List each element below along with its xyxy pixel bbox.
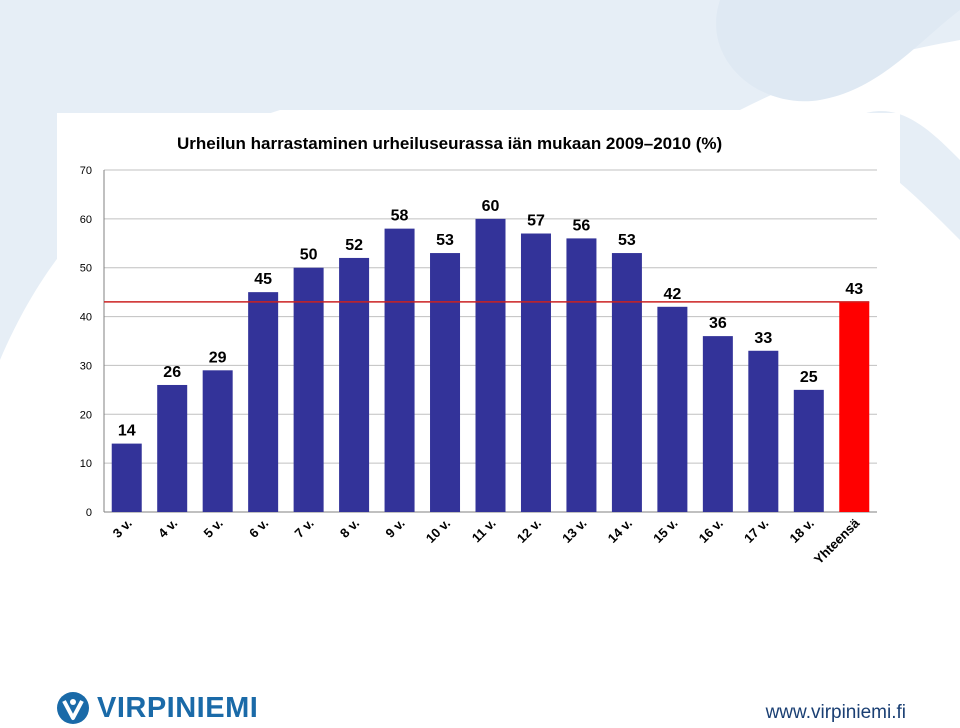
logo-mark-icon: [57, 692, 89, 724]
virpiniemi-logo: VIRPINIEMI: [55, 688, 258, 728]
bar: [293, 267, 324, 512]
bar: [157, 384, 188, 512]
x-tick-label: 4 v.: [155, 516, 180, 541]
data-label: 50: [300, 247, 318, 264]
logo-text: VIRPINIEMI: [97, 691, 259, 724]
bar: [611, 253, 642, 513]
bar: [111, 443, 142, 512]
y-tick-label: 20: [80, 409, 92, 421]
x-tick-label: 5 v.: [201, 516, 226, 541]
data-label: 52: [345, 237, 363, 254]
x-tick-label: 15 v.: [650, 516, 680, 546]
x-tick-label: Yhteensä: [811, 515, 863, 567]
bar: [339, 257, 370, 512]
bar: [566, 238, 597, 512]
x-tick-label: 7 v.: [291, 516, 316, 541]
y-tick-label: 0: [86, 507, 92, 519]
data-label: 29: [209, 349, 227, 366]
x-tick-label: 8 v.: [337, 516, 362, 541]
x-tick-label: 11 v.: [469, 516, 499, 546]
data-label: 56: [573, 217, 591, 234]
bar: [520, 233, 551, 512]
x-tick-label: 9 v.: [382, 516, 407, 541]
data-label: 60: [482, 198, 500, 215]
data-label: 53: [436, 232, 454, 249]
x-tick-label: 18 v.: [787, 516, 817, 546]
x-tick-label: 16 v.: [696, 516, 726, 546]
x-tick-label: 13 v.: [559, 516, 589, 546]
data-label: 43: [845, 281, 863, 298]
bar: [748, 350, 779, 512]
website-url[interactable]: www.virpiniemi.fi: [765, 702, 906, 723]
data-label: 42: [663, 286, 681, 303]
data-label: 14: [118, 423, 136, 440]
bar: [657, 306, 688, 512]
data-label: 26: [163, 364, 181, 381]
y-tick-label: 50: [80, 263, 92, 275]
y-tick-label: 70: [80, 165, 92, 177]
bar: [702, 336, 733, 512]
x-tick-label: 14 v.: [605, 516, 635, 546]
x-tick-label: 10 v.: [423, 516, 453, 546]
y-tick-label: 30: [80, 360, 92, 372]
bar: [430, 253, 461, 513]
bar: [248, 292, 279, 512]
data-label: 58: [391, 208, 409, 225]
bar: [202, 370, 233, 512]
bar: [384, 228, 415, 512]
bar: [793, 389, 824, 512]
x-tick-label: 12 v.: [514, 516, 544, 546]
data-label: 57: [527, 213, 545, 230]
data-label: 53: [618, 232, 636, 249]
x-tick-label: 3 v.: [110, 516, 135, 541]
bar-chart: Urheilun harrastaminen urheiluseurassa i…: [80, 134, 877, 567]
data-label: 25: [800, 369, 818, 386]
y-tick-label: 60: [80, 214, 92, 226]
data-label: 45: [254, 271, 272, 288]
data-label: 33: [754, 330, 772, 347]
bar: [475, 218, 506, 512]
y-tick-label: 40: [80, 312, 92, 324]
x-tick-label: 6 v.: [246, 516, 271, 541]
y-tick-label: 10: [80, 458, 92, 470]
chart-title: Urheilun harrastaminen urheiluseurassa i…: [177, 134, 722, 153]
bar-total: [839, 301, 870, 512]
data-label: 36: [709, 315, 727, 332]
x-tick-label: 17 v.: [741, 516, 771, 546]
